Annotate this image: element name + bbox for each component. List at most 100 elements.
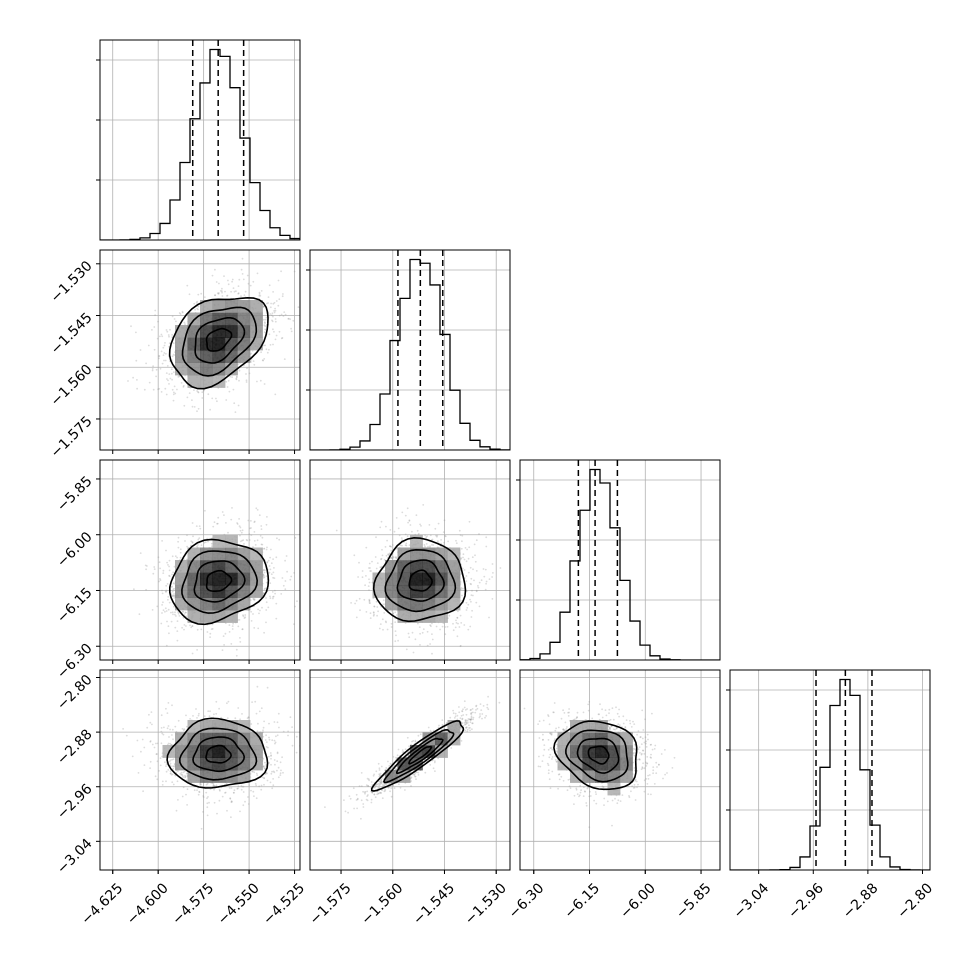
scatter-point bbox=[179, 556, 182, 559]
scatter-point bbox=[169, 328, 171, 331]
scatter-point bbox=[244, 614, 247, 616]
scatter-point bbox=[171, 555, 174, 558]
scatter-point bbox=[477, 586, 480, 589]
scatter-point bbox=[145, 362, 148, 365]
scatter-point bbox=[181, 310, 184, 313]
scatter-point bbox=[135, 331, 137, 334]
contour-1-0-1 bbox=[194, 316, 246, 364]
scatter-point bbox=[173, 597, 176, 599]
scatter-point bbox=[269, 597, 272, 600]
scatter-point bbox=[252, 597, 255, 600]
scatter-point bbox=[197, 407, 200, 410]
scatter-point bbox=[475, 601, 478, 604]
scatter-point bbox=[218, 799, 221, 802]
scatter-point bbox=[211, 628, 214, 630]
scatter-point bbox=[172, 594, 174, 597]
scatter-point bbox=[262, 592, 265, 594]
scatter-point bbox=[367, 585, 370, 587]
scatter-point bbox=[237, 787, 239, 790]
scatter-point bbox=[164, 387, 167, 390]
scatter-point bbox=[394, 611, 397, 614]
scatter-point bbox=[166, 583, 169, 585]
scatter-point bbox=[173, 385, 176, 388]
scatter-point bbox=[164, 607, 167, 610]
scatter-point bbox=[169, 772, 172, 775]
scatter-point bbox=[166, 330, 169, 333]
scatter-panel-2-0 bbox=[100, 460, 300, 660]
scatter-point bbox=[492, 572, 494, 574]
scatter-panel-2-1 bbox=[310, 460, 510, 660]
scatter-point bbox=[429, 624, 432, 627]
scatter-point bbox=[375, 567, 378, 570]
scatter-point bbox=[242, 615, 245, 618]
scatter-point bbox=[384, 620, 387, 623]
scatter-point bbox=[478, 533, 480, 535]
scatter-point bbox=[274, 393, 277, 396]
scatter-point bbox=[361, 576, 364, 579]
scatter-point bbox=[467, 628, 470, 631]
scatter-point bbox=[184, 540, 186, 542]
scatter-point bbox=[242, 614, 244, 617]
scatter-point bbox=[363, 598, 366, 601]
scatter-point bbox=[461, 594, 463, 597]
scatter-point bbox=[477, 585, 479, 587]
scatter-point bbox=[361, 570, 364, 572]
scatter-point bbox=[231, 507, 233, 509]
scatter-point bbox=[204, 509, 206, 512]
scatter-point bbox=[248, 716, 250, 719]
scatter-point bbox=[178, 312, 181, 314]
scatter-point bbox=[482, 568, 485, 570]
scatter-point bbox=[166, 620, 168, 623]
scatter-point bbox=[133, 588, 135, 591]
scatter-point bbox=[273, 567, 275, 569]
scatter-point bbox=[261, 606, 263, 609]
scatter-point bbox=[267, 296, 270, 298]
scatter-point bbox=[201, 391, 204, 394]
scatter-point bbox=[160, 350, 163, 353]
scatter-point bbox=[262, 569, 265, 572]
density-cell bbox=[212, 337, 226, 351]
scatter-point bbox=[429, 545, 431, 548]
scatter-point bbox=[475, 539, 478, 542]
scatter-point bbox=[467, 557, 470, 560]
scatter-point bbox=[162, 346, 165, 349]
scatter-point bbox=[258, 295, 261, 297]
scatter-point bbox=[185, 611, 187, 614]
scatter-point bbox=[217, 292, 219, 295]
scatter-point bbox=[176, 630, 179, 632]
scatter-point bbox=[277, 279, 280, 282]
scatter-point bbox=[205, 791, 208, 794]
scatter-point bbox=[166, 365, 169, 367]
scatter-point bbox=[466, 607, 469, 609]
density-cell bbox=[187, 350, 201, 363]
contour-2-0-2 bbox=[181, 550, 259, 614]
density-cell bbox=[187, 375, 201, 388]
scatter-point bbox=[245, 373, 247, 375]
scatter-point bbox=[376, 562, 379, 564]
scatter-point bbox=[242, 278, 245, 281]
scatter-point bbox=[176, 780, 179, 783]
scatter-point bbox=[473, 543, 476, 546]
scatter-point bbox=[429, 643, 431, 645]
scatter-point bbox=[241, 539, 243, 542]
scatter-point bbox=[463, 569, 466, 571]
scatter-point bbox=[210, 542, 213, 545]
density-cell bbox=[212, 535, 226, 548]
scatter-point bbox=[265, 575, 268, 577]
scatter-point bbox=[257, 608, 259, 611]
scatter-point bbox=[379, 566, 382, 569]
scatter-point bbox=[156, 605, 159, 608]
scatter-point bbox=[281, 295, 284, 298]
scatter-point bbox=[372, 611, 375, 613]
scatter-point bbox=[255, 712, 258, 715]
scatter-point bbox=[470, 594, 473, 597]
scatter-point bbox=[211, 545, 213, 547]
scatter-point bbox=[171, 595, 174, 598]
scatter-point bbox=[282, 293, 284, 295]
scatter-point bbox=[272, 343, 274, 346]
scatter-point bbox=[216, 522, 219, 525]
scatter-point bbox=[218, 292, 220, 294]
scatter-point bbox=[264, 325, 267, 328]
scatter-point bbox=[266, 351, 269, 354]
density-cell bbox=[410, 585, 423, 598]
